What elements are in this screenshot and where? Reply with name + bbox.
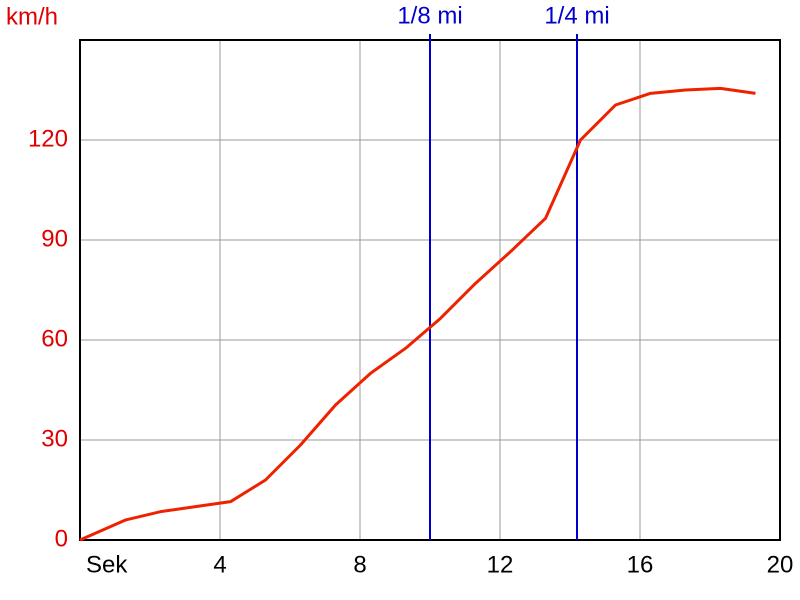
distance-marker-label: 1/8 mi	[397, 2, 462, 29]
y-tick-label: 60	[41, 325, 68, 352]
y-tick-label: 30	[41, 425, 68, 452]
x-tick-label: 16	[627, 551, 654, 578]
x-tick-label: 20	[767, 551, 794, 578]
x-tick-label: 4	[213, 551, 226, 578]
x-tick-label: 12	[487, 551, 514, 578]
y-axis-label: km/h	[6, 3, 58, 30]
x-tick-label: Sek	[86, 551, 128, 578]
distance-marker-label: 1/4 mi	[544, 2, 609, 29]
y-tick-label: 120	[28, 125, 68, 152]
speed-line	[79, 86, 756, 542]
y-tick-label: 90	[41, 225, 68, 252]
x-tick-label: 8	[353, 551, 366, 578]
y-tick-label: 0	[55, 525, 68, 552]
